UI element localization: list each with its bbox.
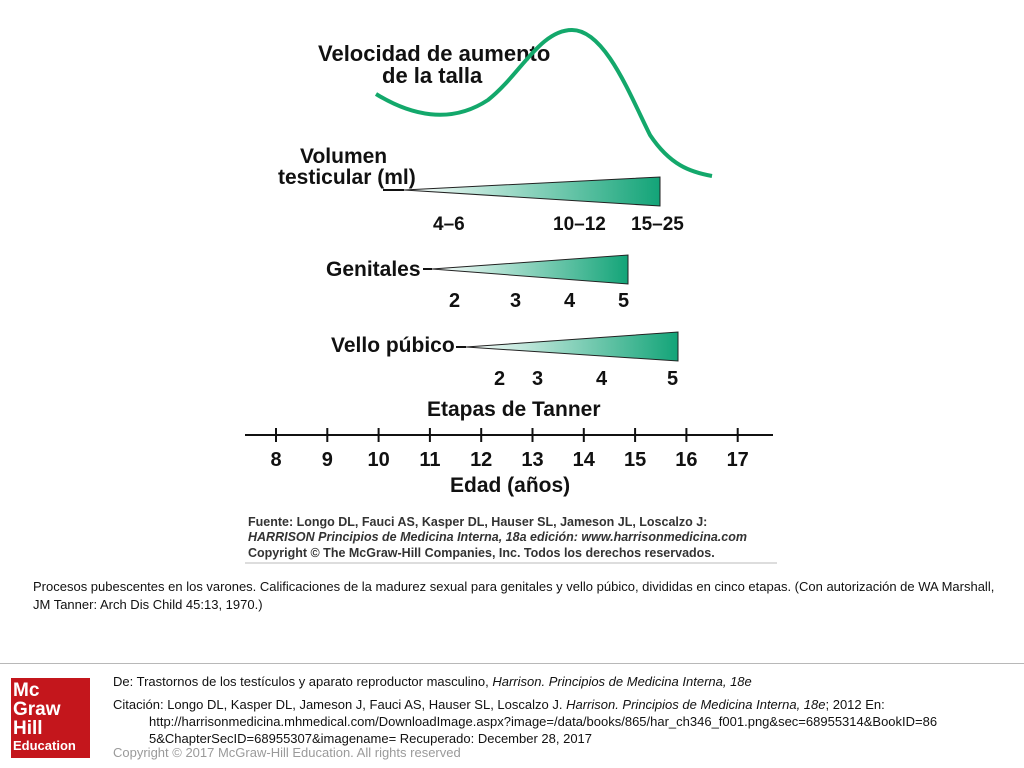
age-tick-label: 12 bbox=[470, 449, 492, 471]
genitales-stage: 3 bbox=[510, 290, 521, 312]
testicular-wedge bbox=[403, 176, 661, 207]
age-tick-label: 14 bbox=[573, 449, 596, 471]
testicular-value: 10–12 bbox=[553, 214, 606, 235]
genitales-label: Genitales bbox=[326, 258, 421, 281]
reference-citation: Citación: Longo DL, Kasper DL, Jameson J… bbox=[113, 696, 885, 713]
logo-line: Graw bbox=[13, 699, 61, 720]
vello-label: Vello púbico bbox=[331, 334, 455, 357]
citation-url-line2: 5&ChapterSecID=68955307&imagename= Recup… bbox=[149, 731, 593, 746]
growth-label-line2: de la talla bbox=[382, 63, 483, 88]
citation-url-line1[interactable]: http://harrisonmedicina.mhmedical.com/Do… bbox=[149, 714, 938, 729]
age-tick-label: 16 bbox=[675, 449, 697, 471]
testicular-value: 4–6 bbox=[433, 214, 465, 235]
growth-label-line1: Velocidad de aumento bbox=[318, 41, 550, 66]
age-tick-label: 15 bbox=[624, 449, 646, 471]
vello-wedge bbox=[465, 331, 679, 362]
age-axis-label: Edad (años) bbox=[450, 474, 570, 497]
genitales-stage: 2 bbox=[449, 290, 460, 312]
genitales-wedge bbox=[431, 254, 629, 285]
age-tick-label: 10 bbox=[367, 449, 389, 471]
age-tick-label: 9 bbox=[322, 449, 333, 471]
age-tick-label: 17 bbox=[727, 449, 749, 471]
age-tick-label: 8 bbox=[270, 449, 281, 471]
testicular-label-line2: testicular (ml) bbox=[278, 166, 416, 189]
vello-stage: 3 bbox=[532, 368, 543, 390]
vello-stage: 4 bbox=[596, 368, 608, 390]
vello-stage: 2 bbox=[494, 368, 505, 390]
figure-caption: Procesos pubescentes en los varones. Cal… bbox=[33, 579, 995, 612]
testicular-value: 15–25 bbox=[631, 214, 684, 235]
genitales-stage: 5 bbox=[618, 290, 629, 312]
citation-rest: ; 2012 En: bbox=[825, 697, 885, 712]
footer-divider bbox=[0, 663, 1024, 664]
source-line: Fuente: Longo DL, Fauci AS, Kasper DL, H… bbox=[248, 515, 707, 529]
age-tick-label: 11 bbox=[419, 449, 440, 471]
copyright-text: Copyright © 2017 McGraw-Hill Education. … bbox=[113, 745, 461, 760]
source-line: HARRISON Principios de Medicina Interna,… bbox=[248, 530, 747, 544]
logo-line: Hill bbox=[13, 718, 43, 739]
puberty-figure: Velocidad de aumento de la talla Volumen… bbox=[245, 27, 777, 564]
vello-stage: 5 bbox=[667, 368, 678, 390]
logo-line: Education bbox=[13, 738, 76, 753]
growth-velocity-curve bbox=[374, 27, 713, 178]
reference-from: De: Trastornos de los testículos y apara… bbox=[113, 673, 752, 690]
book-title: Harrison. Principios de Medicina Interna… bbox=[492, 674, 752, 689]
citation-authors: Longo DL, Kasper DL, Jameson J, Fauci AS… bbox=[167, 697, 567, 712]
genitales-stage: 4 bbox=[564, 290, 576, 312]
mcgraw-hill-logo: Mc Graw Hill Education bbox=[11, 678, 90, 758]
chapter-title: Trastornos de los testículos y aparato r… bbox=[136, 674, 493, 689]
source-line: Copyright © The McGraw-Hill Companies, I… bbox=[248, 546, 715, 560]
testicular-label-line1: Volumen bbox=[300, 145, 387, 168]
citation-prefix: Citación: bbox=[113, 697, 168, 712]
age-tick-label: 13 bbox=[521, 449, 543, 471]
tanner-label: Etapas de Tanner bbox=[427, 398, 601, 421]
logo-line: Mc bbox=[13, 680, 40, 701]
age-axis-ticks: 8 9 10 11 12 13 14 15 16 17 bbox=[270, 428, 749, 471]
citation-book: Harrison. Principios de Medicina Interna… bbox=[566, 697, 826, 712]
from-prefix: De: bbox=[113, 674, 137, 689]
